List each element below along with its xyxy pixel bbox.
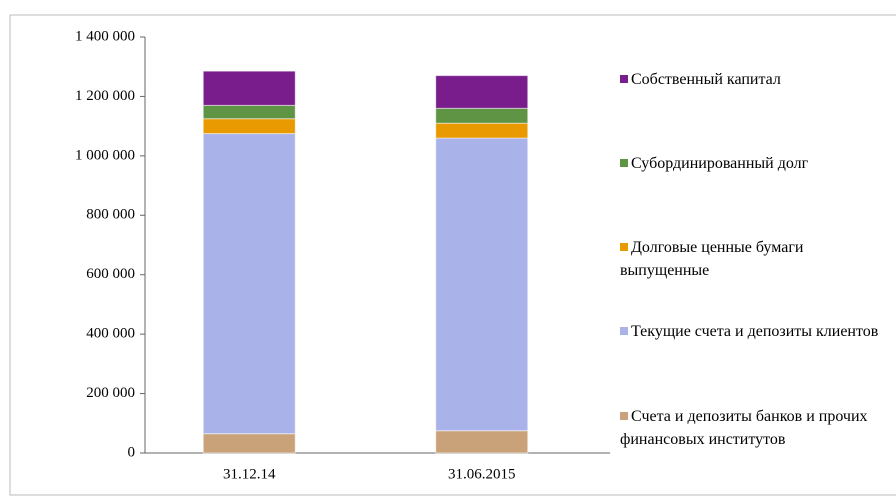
y-tick-label: 200 000	[86, 385, 135, 401]
bar-segment	[202, 118, 296, 135]
bar-segment	[435, 75, 529, 109]
legend-label: Счета и депозиты банков и прочих финансо…	[620, 408, 868, 448]
y-tick-label: 1 400 000	[75, 28, 135, 44]
y-tick-label: 1 200 000	[75, 88, 135, 104]
bar-segment	[202, 104, 296, 120]
legend-label: Долговые ценные бумаги выпущенные	[620, 239, 804, 279]
bar-segment	[435, 122, 529, 139]
y-tick-label: 600 000	[86, 266, 135, 282]
legend-item: Субординированный долг	[620, 152, 896, 175]
bar-segment	[435, 137, 529, 432]
bar-segment	[202, 133, 296, 435]
legend-item: Собственный капитал	[620, 68, 896, 91]
legend-swatch	[620, 159, 628, 167]
legend-label: Субординированный долг	[631, 155, 809, 172]
legend-swatch	[620, 327, 628, 335]
x-tick-label: 31.12.14	[223, 466, 276, 482]
legend-swatch	[620, 412, 628, 420]
bar-segment	[202, 433, 296, 454]
x-tick-label: 31.06.2015	[448, 466, 516, 482]
legend-label: Собственный капитал	[631, 71, 781, 88]
legend-label: Текущие счета и депозиты клиентов	[631, 323, 879, 340]
legend-swatch	[620, 75, 628, 83]
y-tick-label: 800 000	[86, 207, 135, 223]
y-tick-label: 0	[128, 444, 136, 460]
bar-segment	[435, 430, 529, 454]
y-tick-label: 1 000 000	[75, 147, 135, 163]
y-tick-label: 400 000	[86, 326, 135, 342]
legend-item: Счета и депозиты банков и прочих финансо…	[620, 405, 896, 451]
bar-segment	[435, 107, 529, 124]
legend-item: Текущие счета и депозиты клиентов	[620, 320, 896, 343]
bar-segment	[202, 70, 296, 106]
legend-item: Долговые ценные бумаги выпущенные	[620, 236, 896, 282]
legend-swatch	[620, 243, 628, 251]
